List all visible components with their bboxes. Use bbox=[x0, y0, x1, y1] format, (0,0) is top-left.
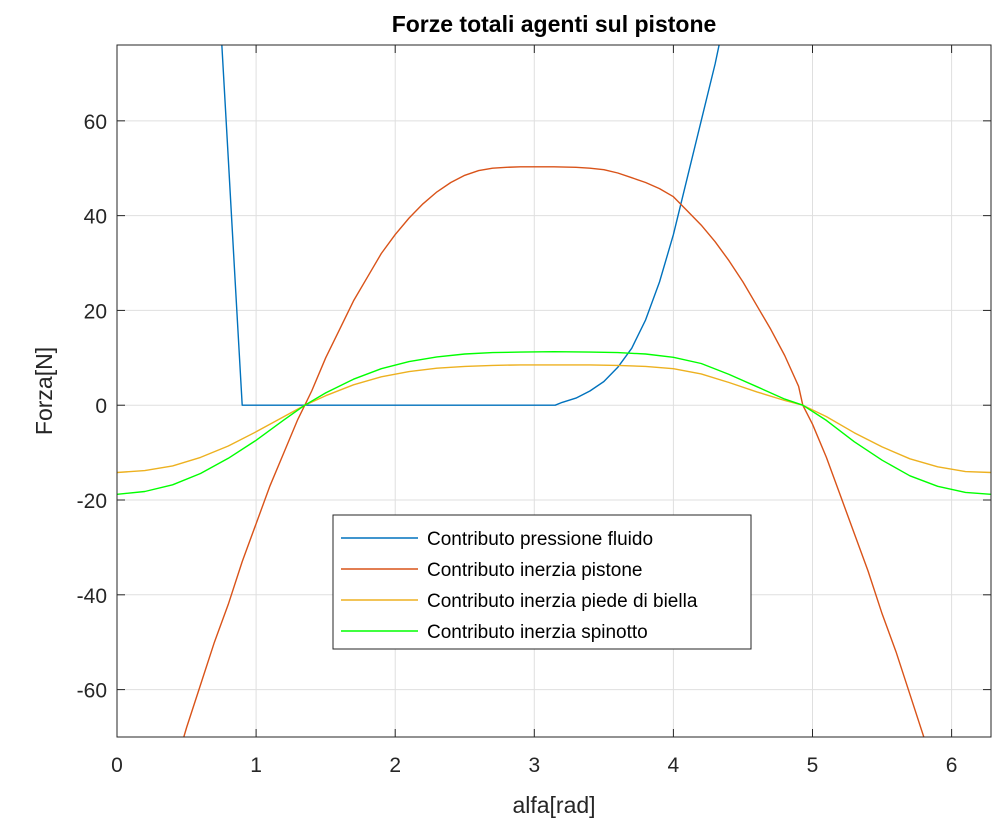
y-tick-label: -40 bbox=[77, 585, 107, 608]
x-tick-label: 3 bbox=[528, 754, 540, 777]
legend-label-3: Contributo inerzia spinotto bbox=[427, 622, 648, 643]
y-tick-label: 40 bbox=[84, 206, 107, 229]
x-tick-label: 1 bbox=[250, 754, 262, 777]
plot-frame bbox=[116, 44, 992, 738]
series-line-2 bbox=[117, 364, 991, 474]
y-tick-label: 20 bbox=[84, 300, 107, 323]
y-tick-label: 0 bbox=[95, 395, 107, 418]
legend-label-2: Contributo inerzia piede di biella bbox=[427, 591, 698, 612]
series-line-0 bbox=[221, 45, 720, 406]
series-line-1 bbox=[183, 166, 925, 737]
x-axis-label: alfa[rad] bbox=[512, 792, 595, 818]
y-tick-label: -20 bbox=[77, 490, 107, 513]
x-tick-label: 5 bbox=[807, 754, 819, 777]
x-tick-label: 0 bbox=[111, 754, 123, 777]
y-tick-label: -60 bbox=[77, 680, 107, 703]
x-tick-label: 2 bbox=[389, 754, 401, 777]
series-line-3 bbox=[117, 351, 991, 495]
legend-label-0: Contributo pressione fluido bbox=[427, 529, 653, 550]
legend: Contributo pressione fluido Contributo in… bbox=[332, 514, 752, 650]
legend-label-1: Contributo inerzia pistone bbox=[427, 560, 642, 581]
series-lines bbox=[117, 45, 991, 737]
chart-title: Forze totali agenti sul pistone bbox=[392, 11, 717, 37]
axis-ticks: 0 1 2 3 4 5 6 -60 -40 -20 0 20 40 60 bbox=[77, 45, 991, 777]
y-tick-label: 60 bbox=[84, 111, 107, 134]
x-tick-label: 6 bbox=[946, 754, 958, 777]
x-tick-label: 4 bbox=[668, 754, 680, 777]
y-axis-label: Forza[N] bbox=[31, 347, 57, 435]
